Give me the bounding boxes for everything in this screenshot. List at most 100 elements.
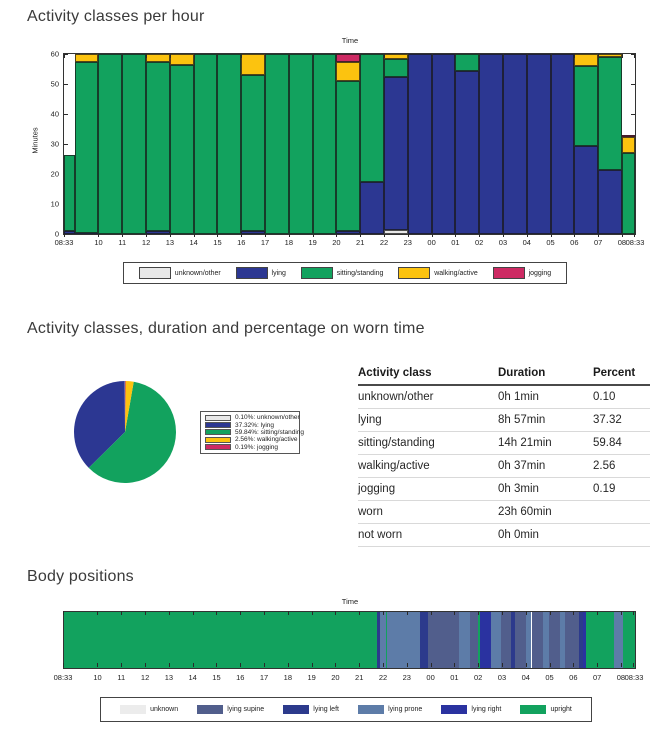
table-row: walking/active 0h 37min 2.56 [358,455,650,478]
xaxis-tick-mark-top [122,54,124,58]
timeline-tick-label: 02 [473,673,483,682]
xaxis-tick-label: 18 [284,238,293,247]
xaxis-tick-mark-bottom [98,234,100,237]
position-segment-upright [586,612,614,668]
xaxis-tick-mark-top [193,54,195,58]
timeline-tick-label: 17 [259,673,269,682]
position-segment-lying-prone [543,612,550,668]
xaxis-tick-mark-bottom [193,234,195,237]
xaxis-tick-label: 08 [617,238,627,247]
position-segment-upright [64,612,377,668]
hourly-xaxis-title: Time [341,36,359,45]
summary-section-title: Activity classes, duration and percentag… [27,320,425,337]
yaxis-tick-mark [64,144,68,145]
pie-legend-row: 0.10%: unknown/other [205,414,300,421]
pie-legend-swatch [205,422,231,429]
timeline-tick-label: 22 [378,673,388,682]
yaxis-tick-label: 40 [50,109,59,119]
bar-segment-walking-active [383,54,408,59]
bar-segment-lying [64,231,75,234]
timeline-tick-label: 00 [426,673,435,682]
summary-table: Activity class Duration Percent unknown/oth… [358,362,650,547]
table-cell: 0h 1min [498,391,539,403]
pie-slice-jogging [124,380,126,432]
bar-segment-lying [407,54,432,234]
bar-segment-sitting-standing [336,81,361,231]
xaxis-tick-mark-top [383,54,385,58]
timeline-tick-label: 12 [140,673,150,682]
positions-legend-swatch [283,705,310,714]
bar-segment-lying [241,231,266,234]
bar-segment-lying [598,169,622,234]
bar-segment-sitting-standing [146,61,170,231]
xaxis-tick-mark-bottom [64,234,65,237]
xaxis-tick-label: 11 [118,238,127,247]
xaxis-tick-label: 23 [403,238,412,247]
xaxis-tick-mark-bottom [634,234,635,237]
xaxis-tick-mark-top [146,54,148,58]
positions-legend-label: unknown [150,706,179,713]
xaxis-tick-label: 12 [141,238,151,247]
bar-segment-sitting-standing [383,58,408,77]
table-cell: unknown/other [358,391,434,403]
positions-legend-item-lying-supine: lying supine [197,705,264,714]
timeline-tick-label: 08:33 [624,673,644,682]
position-segment-lying-prone [491,612,501,668]
table-row: lying 8h 57min 37.32 [358,409,650,432]
yaxis-tick-label: 0 [54,229,59,239]
pie-legend: 0.10%: unknown/other 37.32%: lying 59.84%:… [200,411,304,454]
xaxis-tick-mark-top [550,54,552,58]
bar-segment-walking-active [621,136,635,153]
position-segment-lying-left [376,612,381,668]
bar-segment-lying [550,54,575,234]
xaxis-tick-mark-bottom [336,234,338,237]
positions-timeline-plot [63,611,636,669]
bar-segment-sitting-standing [455,54,480,71]
xaxis-tick-mark-top [241,54,243,58]
timeline-tick-label: 19 [307,673,316,682]
xaxis-tick-label: 08:33 [625,238,645,247]
bar-segment-lying [383,76,408,230]
table-cell: lying [358,414,382,426]
bar-segment-sitting-standing [193,54,218,234]
legend-swatch [235,267,268,279]
xaxis-tick-mark-bottom [550,234,552,237]
xaxis-tick-mark-top [336,54,338,58]
timeline-tick-label: 03 [497,673,507,682]
table-cell: 14h 21min [498,437,552,449]
table-cell: 2.56 [593,460,616,472]
xaxis-tick-label: 16 [237,238,246,247]
yaxis-tick-label: 30 [50,139,59,149]
xaxis-tick-label: 13 [165,238,175,247]
position-segment-lying-prone [386,612,420,668]
bar-segment-sitting-standing [64,154,75,231]
xaxis-tick-mark-bottom [265,234,267,237]
positions-legend: unknown lying supine lying left lying prone… [100,697,592,722]
xaxis-tick-mark-top [621,54,623,58]
hourly-section-title: Activity classes per hour [27,8,205,25]
bar-segment-sitting-standing [241,75,266,231]
xaxis-tick-mark-bottom [431,234,433,237]
yaxis-tick-mark [64,54,68,55]
table-cell: sitting/standing [358,437,435,449]
table-row: unknown/other 0h 1min 0.10 [358,386,650,409]
timeline-tick-label: 08:33 [53,673,73,682]
xaxis-tick-mark-bottom [169,234,171,237]
positions-legend-swatch [520,705,547,714]
xaxis-tick-mark-bottom [574,234,576,237]
position-segment-lying-prone [613,612,623,668]
position-segment-upright [385,612,387,668]
bar-segment-sitting-standing [598,57,622,170]
pie-legend-label: 0.10%: unknown/other [235,414,300,422]
timeline-tick-label: 18 [283,673,292,682]
xaxis-tick-label: 03 [498,238,508,247]
table-cell: 0.10 [593,391,616,403]
hourly-chart-legend: unknown/other lying sitting/standing walkin… [123,262,567,284]
xaxis-tick-label: 22 [379,238,389,247]
xaxis-tick-label: 00 [427,238,436,247]
timeline-tick-label: 07 [592,673,602,682]
xaxis-tick-mark-top [479,54,481,58]
xaxis-tick-mark-top [598,54,600,58]
pie-legend-swatch [205,414,231,421]
